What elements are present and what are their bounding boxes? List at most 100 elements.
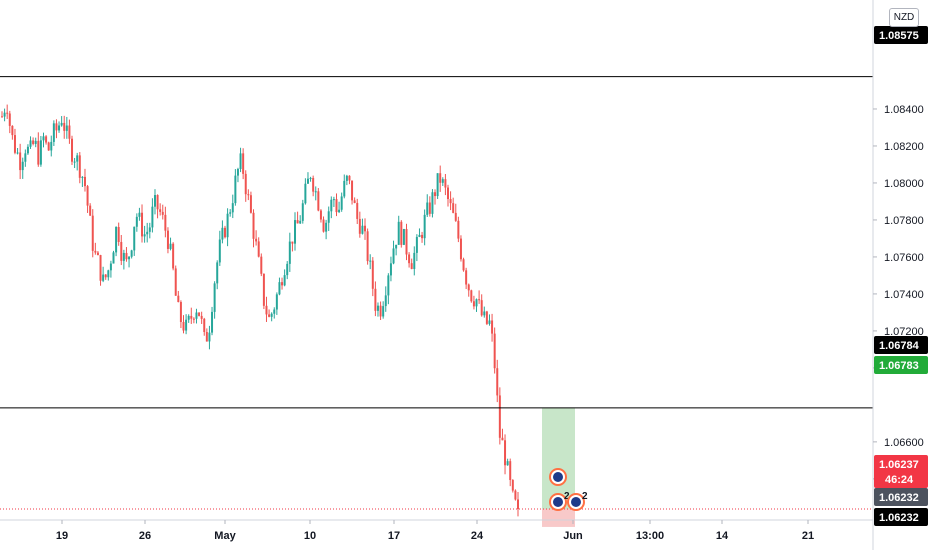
candle-body bbox=[351, 180, 354, 201]
candle-body bbox=[58, 125, 61, 131]
candle-body bbox=[213, 283, 216, 312]
candle-body bbox=[65, 125, 68, 131]
candle-body bbox=[78, 155, 81, 178]
candle-body bbox=[109, 263, 112, 271]
candle-body bbox=[444, 179, 447, 188]
candle-body bbox=[198, 312, 201, 316]
candle-body bbox=[426, 202, 429, 215]
candle-body bbox=[387, 275, 390, 296]
candle-body bbox=[76, 155, 79, 162]
candle-body bbox=[39, 140, 42, 165]
candle-body bbox=[270, 313, 273, 317]
candle-body bbox=[325, 222, 328, 232]
candle-body bbox=[436, 173, 439, 197]
candle-body bbox=[138, 212, 141, 217]
candle-body bbox=[491, 320, 494, 334]
candle-body bbox=[504, 440, 507, 466]
candle-body bbox=[102, 274, 105, 281]
candle-body bbox=[405, 229, 408, 255]
candle-body bbox=[211, 311, 214, 333]
candle-body bbox=[306, 178, 309, 184]
candle-body bbox=[146, 231, 149, 235]
candle-body bbox=[234, 175, 237, 204]
candle-body bbox=[122, 252, 125, 261]
event-marker[interactable]: 2 bbox=[549, 491, 570, 511]
candle-body bbox=[356, 202, 359, 219]
candle-body bbox=[130, 250, 133, 257]
candle-body bbox=[83, 176, 86, 187]
candle-body bbox=[470, 290, 473, 302]
candle-body bbox=[493, 333, 496, 369]
candle-body bbox=[177, 295, 180, 303]
candles bbox=[1, 104, 519, 517]
candle-body bbox=[161, 211, 164, 215]
candle-body bbox=[288, 241, 291, 264]
event-marker[interactable] bbox=[549, 468, 567, 486]
candle-body bbox=[343, 180, 346, 197]
candle-body bbox=[6, 112, 9, 114]
price-tag-label: 1.08575 bbox=[879, 30, 919, 42]
candle-body bbox=[400, 221, 403, 245]
candle-body bbox=[299, 220, 302, 224]
time-axis[interactable]: 19 26 May 10 17 24 Jun 13:00 14 21 bbox=[56, 520, 814, 542]
candle-body bbox=[55, 123, 58, 131]
candle-body bbox=[16, 152, 19, 154]
candle-body bbox=[384, 295, 387, 307]
candle-body bbox=[506, 461, 509, 466]
candle-body bbox=[11, 125, 14, 136]
candle-body bbox=[21, 161, 24, 171]
marker-count: 2 bbox=[564, 491, 570, 502]
candle-body bbox=[169, 243, 172, 249]
stop-zone[interactable] bbox=[542, 509, 575, 527]
price-tag-box bbox=[874, 508, 928, 526]
candle-body bbox=[120, 241, 123, 261]
candle-body bbox=[265, 305, 268, 315]
candle-body bbox=[439, 173, 442, 183]
event-marker[interactable]: 2 bbox=[567, 491, 588, 511]
y-tick-label: 1.06600 bbox=[884, 437, 924, 449]
candle-body bbox=[446, 187, 449, 200]
candle-body bbox=[218, 239, 221, 263]
currency-badge[interactable]: NZD bbox=[889, 8, 919, 27]
candle-body bbox=[257, 241, 260, 257]
price-tag-box bbox=[874, 26, 928, 44]
candle-body bbox=[514, 490, 517, 500]
candle-body bbox=[68, 125, 71, 139]
candle-body bbox=[459, 238, 462, 260]
candle-body bbox=[332, 199, 335, 201]
candle-body bbox=[449, 199, 452, 204]
candle-body bbox=[364, 225, 367, 232]
x-tick-label: 10 bbox=[304, 530, 316, 542]
candle-body bbox=[275, 294, 278, 310]
candle-body bbox=[509, 461, 512, 481]
candle-body bbox=[115, 227, 118, 253]
candle-body bbox=[268, 314, 271, 317]
candle-body bbox=[203, 318, 206, 332]
candle-body bbox=[117, 227, 120, 242]
candle-body bbox=[312, 177, 315, 192]
candle-body bbox=[205, 331, 208, 342]
marker-count: 2 bbox=[582, 491, 588, 502]
candle-body bbox=[24, 153, 27, 162]
candle-body bbox=[498, 395, 501, 438]
candle-body bbox=[195, 312, 198, 319]
candle-body bbox=[125, 252, 128, 260]
y-tick-label: 1.07800 bbox=[884, 215, 924, 227]
price-tag: 1.08575 bbox=[874, 26, 928, 44]
x-tick-label: May bbox=[214, 530, 236, 542]
candle-body bbox=[379, 305, 382, 317]
candle-body bbox=[42, 136, 45, 141]
candle-body bbox=[1, 116, 3, 118]
y-tick-label: 1.07400 bbox=[884, 289, 924, 301]
target-zone[interactable] bbox=[542, 408, 575, 510]
candle-body bbox=[478, 299, 481, 301]
candle-body bbox=[369, 260, 372, 262]
candle-body bbox=[187, 315, 190, 320]
candle-body bbox=[255, 238, 258, 242]
candle-body bbox=[99, 255, 102, 281]
candle-body bbox=[361, 225, 364, 234]
candle-body bbox=[185, 319, 188, 331]
candle-body bbox=[174, 268, 177, 296]
